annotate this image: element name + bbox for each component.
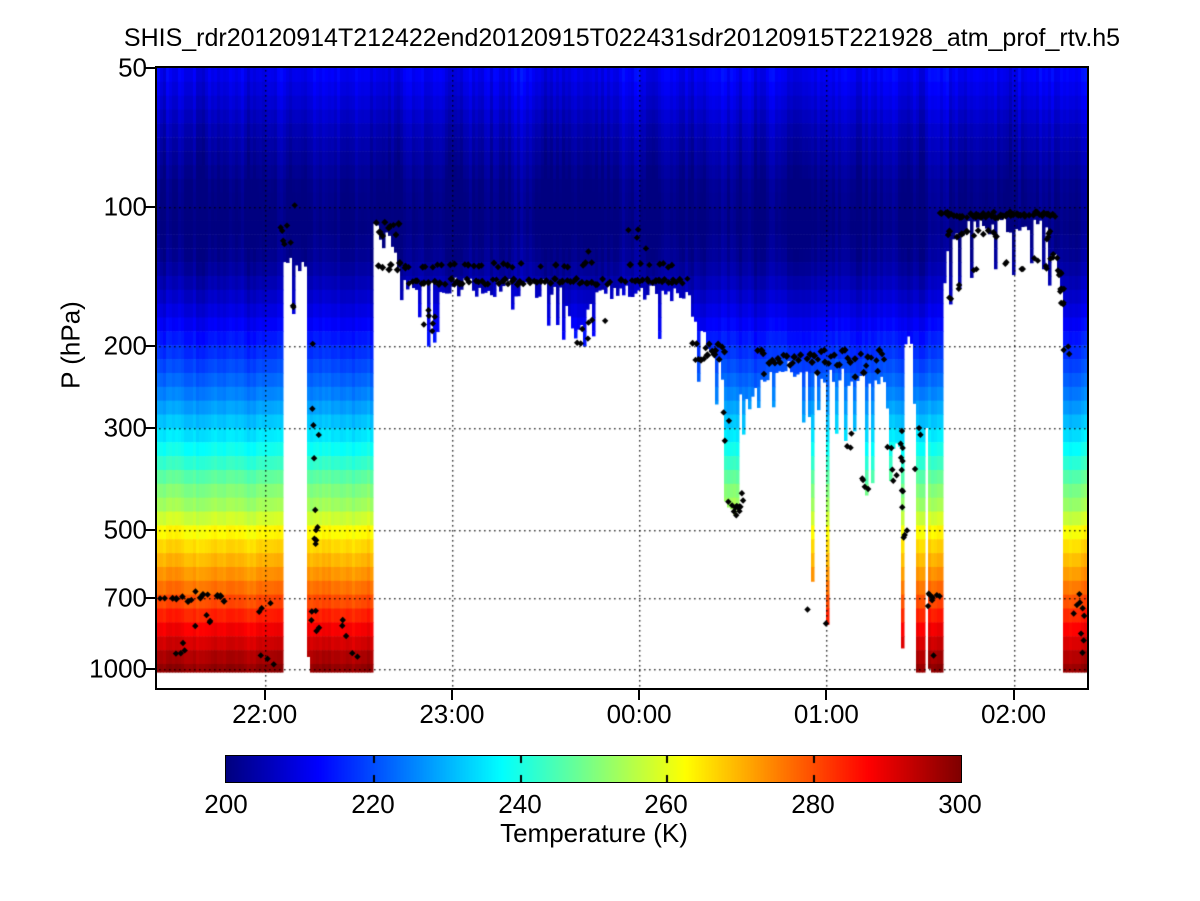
y-tick-mark	[145, 668, 155, 671]
y-tick-label: 1000	[89, 653, 147, 684]
y-tick-mark	[145, 596, 155, 599]
colorbar-label: Temperature (K)	[500, 818, 688, 848]
y-tick-label: 200	[103, 330, 147, 361]
y-tick-mark	[145, 529, 155, 531]
x-tick-label: 23:00	[419, 699, 485, 729]
plot-title: SHIS_rdr20120914T212422end20120915T02243…	[123, 24, 1121, 52]
colorbar-tick-label: 280	[791, 789, 835, 819]
x-tick-label: 01:00	[793, 699, 859, 729]
y-tick-mark	[145, 426, 155, 429]
plot-frame	[155, 66, 1089, 690]
colorbar-tick-label: 200	[204, 789, 248, 819]
y-tick-label: 50	[118, 52, 147, 83]
x-tick-label: 02:00	[981, 699, 1047, 729]
x-tick-mark	[825, 690, 828, 700]
x-tick-mark	[638, 690, 641, 700]
y-tick-label: 500	[103, 514, 147, 545]
x-tick-label: 00:00	[606, 699, 672, 729]
y-tick-mark	[145, 206, 155, 209]
x-tick-label: 22:00	[232, 699, 298, 729]
heatmap-canvas	[157, 68, 1087, 688]
colorbar-tick-label: 240	[498, 789, 542, 819]
y-tick-mark	[145, 345, 155, 348]
x-tick-mark	[263, 690, 266, 700]
colorbar-tick-label: 260	[644, 789, 688, 819]
y-tick-label: 300	[103, 412, 147, 442]
x-tick-mark	[1012, 690, 1015, 700]
y-tick-label: 100	[103, 191, 147, 222]
y-tick-mark	[145, 67, 155, 69]
colorbar-tick-label: 220	[351, 789, 395, 819]
colorbar-canvas	[226, 756, 961, 782]
y-tick-label: 700	[103, 582, 147, 612]
colorbar-tick-label: 300	[938, 789, 982, 819]
x-tick-mark	[450, 690, 453, 700]
colorbar-frame	[225, 755, 962, 783]
